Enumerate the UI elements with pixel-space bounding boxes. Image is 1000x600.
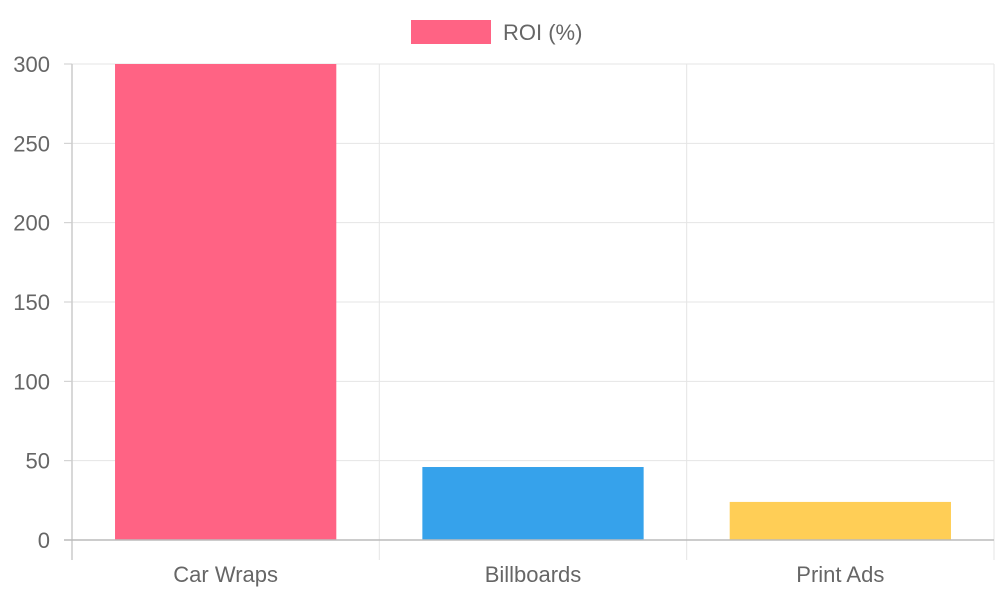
bar-billboards[interactable] [422,467,644,540]
bars [115,64,951,540]
y-tick-label: 250 [13,131,50,156]
y-tick-label: 100 [13,369,50,394]
y-axis-ticks: 0 50 100 150 200 250 300 [13,52,50,553]
legend-swatch[interactable] [411,20,491,44]
y-tick-label: 200 [13,211,50,236]
y-tick-label: 0 [38,528,50,553]
y-tick-label: 300 [13,52,50,77]
axes [64,64,994,560]
legend[interactable]: ROI (%) [411,20,582,45]
legend-label[interactable]: ROI (%) [503,20,582,45]
bar-car-wraps[interactable] [115,64,337,540]
x-axis-ticks: Car Wraps Billboards Print Ads [173,562,884,587]
x-tick-label: Billboards [485,562,582,587]
bar-print-ads[interactable] [729,501,951,540]
x-tick-label: Print Ads [796,562,884,587]
x-tick-label: Car Wraps [173,562,278,587]
y-tick-label: 50 [26,449,50,474]
y-tick-label: 150 [13,290,50,315]
